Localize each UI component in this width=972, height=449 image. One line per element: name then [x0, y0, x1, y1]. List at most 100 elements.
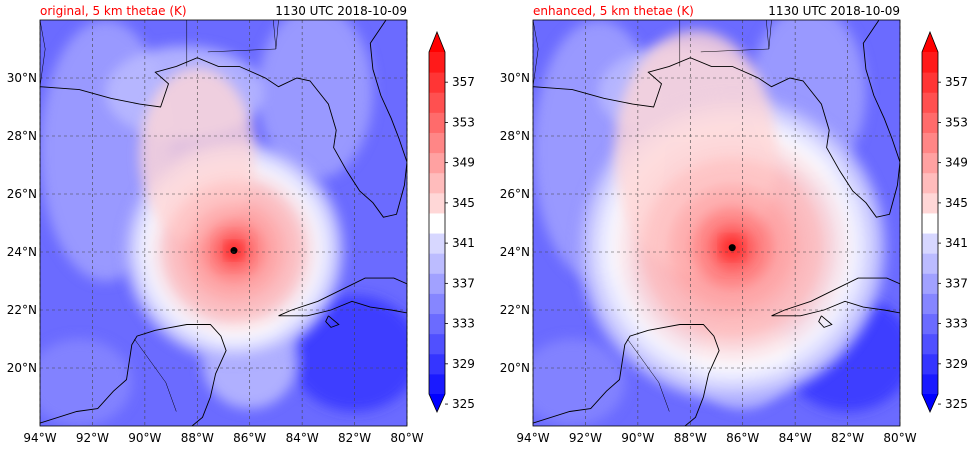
colorbar-segment: [429, 172, 445, 194]
left-panel-time: 1130 UTC 2018-10-09: [275, 4, 407, 18]
coastline: [533, 324, 720, 426]
colorbar-segment: [429, 273, 445, 294]
colorbar-segment: [429, 353, 445, 375]
y-tick-label: 28°N: [500, 129, 530, 143]
colorbar-segment: [429, 293, 445, 315]
colorbar-label: 325: [452, 397, 475, 411]
x-tick-label: 80°W: [883, 431, 916, 445]
colorbar-segment: [922, 273, 938, 294]
colorbar-label: 353: [452, 115, 475, 129]
x-tick-label: 92°W: [76, 431, 109, 445]
colorbar-label: 357: [452, 75, 475, 89]
colorbar-segment: [429, 112, 445, 133]
colorbar-outline: [921, 30, 939, 413]
colorbar-segment: [429, 152, 445, 174]
x-tick-label: 82°W: [831, 431, 864, 445]
x-tick-label: 90°W: [621, 431, 654, 445]
y-tick-label: 22°N: [500, 303, 530, 317]
coastline: [818, 315, 833, 328]
colorbar-segment: [922, 172, 938, 194]
coastline: [40, 324, 227, 426]
colorbar-segment: [429, 313, 445, 335]
y-tick-label: 30°N: [500, 71, 530, 85]
colorbar-segment: [922, 152, 938, 174]
border-line: [40, 20, 46, 87]
x-tick-label: 84°W: [286, 431, 319, 445]
x-tick-label: 86°W: [726, 431, 759, 445]
y-tick-label: 20°N: [500, 361, 530, 375]
left-x-ticks: 94°W 92°W 90°W 88°W 86°W 84°W 82°W 80°W: [23, 431, 423, 445]
left-y-ticks: 20°N 22°N 24°N 26°N 28°N 30°N: [7, 71, 37, 375]
y-tick-label: 30°N: [7, 71, 37, 85]
right-colorbar: 325 329 333 337 341 345 349 353 357: [921, 30, 968, 413]
right-x-ticks: 94°W 92°W 90°W 88°W 86°W 84°W 82°W 80°W: [516, 431, 916, 445]
colorbar-label: 341: [452, 236, 475, 250]
coastline: [278, 277, 407, 317]
y-tick-label: 24°N: [7, 245, 37, 259]
border-line: [627, 338, 670, 412]
colorbar-segment: [429, 52, 445, 73]
border-line: [134, 338, 177, 412]
colorbar-segment: [922, 313, 938, 335]
thetae-field: [533, 20, 900, 426]
colorbar-segment: [429, 92, 445, 113]
colorbar-label: 333: [945, 317, 968, 331]
x-tick-label: 82°W: [338, 431, 371, 445]
coastline: [40, 20, 407, 218]
colorbar-outline: [428, 30, 446, 413]
left-panel-title: original, 5 km thetae (K): [40, 4, 187, 18]
y-tick-label: 22°N: [7, 303, 37, 317]
colorbar-segment: [922, 293, 938, 315]
colorbar-label: 329: [452, 357, 475, 371]
left-map: [40, 20, 407, 426]
colorbar-segment: [922, 333, 938, 355]
colorbar-label: 333: [452, 317, 475, 331]
x-tick-label: 94°W: [516, 431, 549, 445]
left-colorbar: 325 329 333 337 341 345 349 353 357: [428, 30, 475, 413]
colorbar-label: 349: [945, 156, 968, 170]
colorbar-segment: [922, 92, 938, 113]
x-tick-label: 86°W: [233, 431, 266, 445]
x-tick-label: 88°W: [674, 431, 707, 445]
colorbar-label: 337: [452, 276, 475, 290]
colorbar-segment: [922, 72, 938, 93]
colorbar-segment: [429, 192, 445, 214]
colorbar-segment: [922, 233, 938, 254]
right-coastlines: [533, 20, 900, 426]
y-tick-label: 26°N: [500, 187, 530, 201]
colorbar-label: 345: [945, 196, 968, 210]
x-tick-label: 94°W: [23, 431, 56, 445]
colorbar-extend-max: [922, 32, 938, 52]
colorbar-segment: [922, 353, 938, 375]
y-tick-label: 28°N: [7, 129, 37, 143]
colorbar-segment: [922, 112, 938, 133]
colorbar-segment: [922, 253, 938, 274]
x-tick-label: 90°W: [128, 431, 161, 445]
x-tick-label: 84°W: [779, 431, 812, 445]
thetae-field: [40, 20, 407, 426]
colorbar-segment: [922, 52, 938, 73]
colorbar-segment: [922, 192, 938, 214]
colorbar-label: 349: [452, 156, 475, 170]
map-frame: [532, 19, 901, 427]
colorbar-extend-min: [429, 394, 445, 412]
coastline: [325, 315, 340, 328]
y-tick-label: 26°N: [7, 187, 37, 201]
colorbar-label: 341: [945, 236, 968, 250]
right-panel-time: 1130 UTC 2018-10-09: [768, 4, 900, 18]
colorbar-segment: [922, 373, 938, 395]
colorbar-segment: [922, 132, 938, 154]
map-frame: [39, 19, 408, 427]
left-panel: original, 5 km thetae (K) 1130 UTC 2018-…: [7, 4, 475, 445]
border-line: [533, 20, 539, 87]
colorbar-segment: [429, 212, 445, 234]
colorbar-segment: [429, 233, 445, 254]
right-panel-title: enhanced, 5 km thetae (K): [533, 4, 694, 18]
colorbar-label: 325: [945, 397, 968, 411]
colorbar-label: 357: [945, 75, 968, 89]
coastline: [533, 20, 900, 218]
colorbar-segment: [429, 333, 445, 355]
colorbar-extend-min: [922, 394, 938, 412]
colorbar-segment: [429, 373, 445, 395]
